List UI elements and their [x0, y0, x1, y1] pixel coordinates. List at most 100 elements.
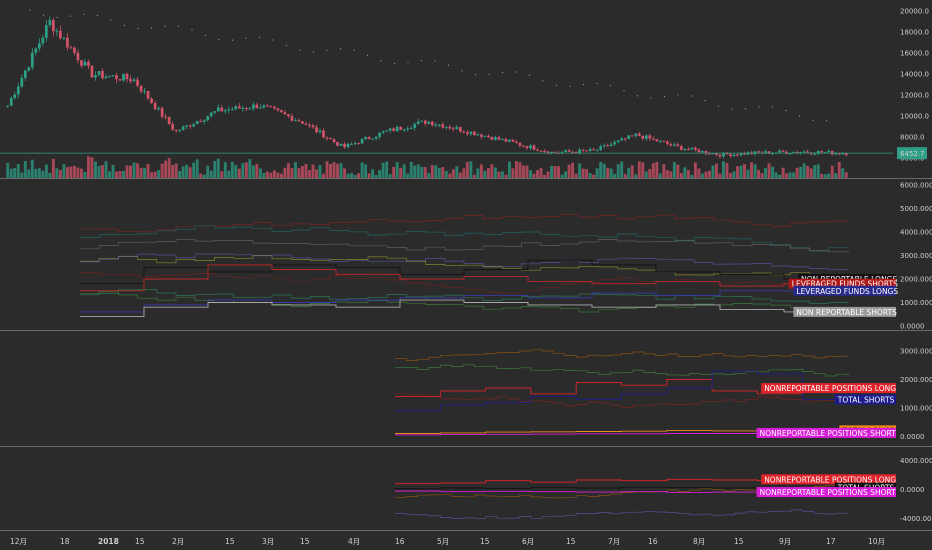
candle-body — [430, 121, 434, 126]
candle-body — [16, 86, 20, 95]
volume-bar — [322, 173, 325, 178]
volume-bar — [409, 161, 413, 178]
candle-body — [164, 116, 167, 118]
candle-body — [816, 151, 820, 154]
band-dot — [447, 64, 450, 66]
candle-body — [259, 107, 262, 109]
volume-bar — [23, 160, 27, 178]
pane2-series-1 — [80, 264, 848, 292]
candle-body — [802, 151, 806, 153]
volume-bar — [620, 161, 624, 178]
candle-body — [248, 108, 252, 110]
band-dot — [150, 27, 153, 29]
volume-bar — [571, 162, 575, 178]
candle-body — [416, 121, 420, 125]
candle-body — [455, 127, 459, 129]
band-dot — [285, 44, 288, 47]
candle-body — [111, 75, 115, 77]
volume-bar — [402, 164, 406, 178]
candle-body — [543, 151, 546, 153]
candle-body — [209, 112, 213, 117]
time-axis-label: 12月 — [10, 537, 27, 546]
volume-bar — [711, 165, 715, 178]
time-axis-label: 17 — [826, 537, 836, 546]
volume-bar — [585, 169, 589, 178]
band-dot — [758, 106, 760, 108]
volume-bar — [325, 161, 329, 178]
volume-bar — [641, 162, 645, 178]
candle-body — [494, 137, 497, 140]
band-dot — [690, 95, 693, 97]
volume-bar — [676, 164, 680, 178]
candle-body — [581, 149, 585, 151]
volume-bar — [276, 172, 280, 178]
volume-bar — [262, 172, 266, 178]
volume-bar — [216, 158, 220, 178]
candle-body — [287, 114, 290, 117]
volume-bar — [360, 162, 364, 178]
candle-body — [592, 149, 595, 151]
pane3-series-tag: NONREPORTABLE POSITIONS SHORT — [760, 429, 897, 438]
volume-bar — [392, 166, 396, 178]
candle-body — [599, 146, 603, 150]
candle-body — [736, 154, 739, 156]
volume-bar — [760, 173, 764, 178]
volume-bar — [104, 161, 108, 178]
candle-body — [672, 144, 676, 146]
candle-body — [578, 149, 581, 154]
volume-bar — [378, 170, 382, 178]
volume-bar — [150, 172, 154, 178]
candle-body — [44, 25, 48, 38]
volume-bar — [343, 168, 347, 178]
candle-body — [399, 126, 403, 130]
band-dot — [164, 25, 166, 27]
band-dot — [582, 83, 585, 86]
time-axis-label: 15 — [135, 537, 145, 546]
candle-body — [118, 79, 122, 81]
band-dot — [555, 84, 558, 86]
volume-bar — [490, 164, 494, 178]
candle-body — [781, 150, 785, 152]
volume-bar — [251, 165, 255, 178]
candle-body — [315, 127, 318, 133]
candle-body — [385, 130, 389, 132]
candle-body — [360, 138, 364, 144]
volume-bar — [181, 166, 185, 178]
candle-body — [322, 130, 325, 138]
candle-body — [206, 116, 210, 121]
pane2-series-3 — [80, 299, 848, 318]
volume-bar — [272, 170, 276, 178]
candle-body — [294, 120, 297, 122]
volume-bar — [665, 170, 669, 178]
candle-body — [181, 126, 185, 131]
volume-bar — [802, 163, 806, 178]
time-axis-label: 15 — [300, 537, 310, 546]
candle-body — [795, 151, 799, 153]
candle-body — [374, 136, 378, 139]
candle-body — [658, 140, 662, 142]
volume-bar — [283, 167, 287, 178]
candle-body — [23, 70, 27, 78]
candle-body — [367, 137, 371, 139]
volume-bar — [244, 162, 248, 178]
volume-bar — [385, 161, 389, 178]
candle-body — [827, 150, 831, 153]
candle-body — [729, 154, 732, 157]
candle-body — [690, 147, 694, 150]
candle-body — [325, 137, 329, 139]
candle-body — [115, 75, 118, 80]
candle-body — [251, 104, 255, 109]
volume-bar — [27, 169, 31, 178]
candle-body — [332, 139, 336, 143]
volume-bar — [153, 171, 157, 178]
volume-bar — [630, 165, 634, 178]
candle-body — [241, 107, 245, 109]
candle-body — [357, 143, 360, 145]
candle-body — [473, 131, 476, 136]
volume-bar — [714, 163, 718, 178]
pane2-series-tag: NON REPORTABLE SHORTS — [796, 308, 897, 317]
volume-bar — [792, 172, 796, 178]
candle-body — [792, 151, 795, 154]
volume-bar — [192, 162, 196, 178]
